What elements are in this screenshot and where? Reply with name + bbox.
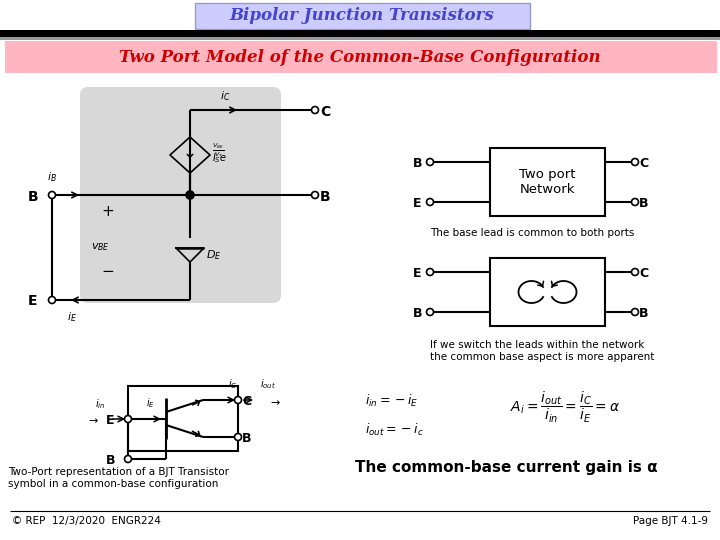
Text: B: B xyxy=(413,157,423,170)
Text: −: − xyxy=(102,265,114,280)
Circle shape xyxy=(631,159,639,165)
Text: $i_{out} = -i_c$: $i_{out} = -i_c$ xyxy=(365,422,424,438)
Text: E: E xyxy=(106,414,114,427)
Text: C: C xyxy=(320,105,330,119)
Circle shape xyxy=(631,308,639,315)
Text: C: C xyxy=(242,395,251,408)
Circle shape xyxy=(312,106,318,113)
Circle shape xyxy=(235,396,241,403)
Bar xyxy=(0,30,720,37)
FancyBboxPatch shape xyxy=(80,87,281,303)
Text: $D_E$: $D_E$ xyxy=(206,248,222,262)
Text: Two-Port representation of a BJT Transistor
symbol in a common-base configuratio: Two-Port representation of a BJT Transis… xyxy=(8,467,229,489)
Circle shape xyxy=(125,415,132,422)
Text: The base lead is common to both ports: The base lead is common to both ports xyxy=(430,228,634,238)
Circle shape xyxy=(186,191,194,199)
Text: Two Port Model of the Common-Base Configuration: Two Port Model of the Common-Base Config… xyxy=(120,49,600,65)
Text: If we switch the leads within the network
the common base aspect is more apparen: If we switch the leads within the networ… xyxy=(430,340,654,362)
Text: $i_B$: $i_B$ xyxy=(47,170,57,184)
FancyBboxPatch shape xyxy=(195,3,530,29)
Text: © REP  12/3/2020  ENGR224: © REP 12/3/2020 ENGR224 xyxy=(12,516,161,526)
Text: $\frac{V_{BE}}{V_T}$: $\frac{V_{BE}}{V_T}$ xyxy=(212,141,225,160)
Text: B: B xyxy=(106,454,115,467)
Text: Bipolar Junction Transistors: Bipolar Junction Transistors xyxy=(230,8,495,24)
Text: E: E xyxy=(413,267,421,280)
Text: $i_C$: $i_C$ xyxy=(220,89,230,103)
Text: $\rightarrow$: $\rightarrow$ xyxy=(268,397,281,407)
Text: C: C xyxy=(639,157,648,170)
Text: Page BJT 4.1-9: Page BJT 4.1-9 xyxy=(633,516,708,526)
Text: B: B xyxy=(28,190,39,204)
Circle shape xyxy=(426,199,433,206)
Circle shape xyxy=(631,199,639,206)
Text: E: E xyxy=(28,294,37,308)
Text: B: B xyxy=(320,190,330,204)
Text: $\rightarrow$: $\rightarrow$ xyxy=(86,415,99,425)
Bar xyxy=(0,37,720,40)
Text: B: B xyxy=(639,307,649,320)
Text: +: + xyxy=(102,205,114,219)
Text: $i_{in} = -i_E$: $i_{in} = -i_E$ xyxy=(365,393,418,409)
Bar xyxy=(490,148,605,216)
Circle shape xyxy=(426,268,433,275)
Bar xyxy=(490,258,605,326)
Text: B: B xyxy=(242,432,251,445)
Text: $i_{in}$: $i_{in}$ xyxy=(95,397,105,411)
Circle shape xyxy=(426,159,433,165)
Text: B: B xyxy=(413,307,423,320)
Circle shape xyxy=(312,192,318,199)
Text: Two port
Network: Two port Network xyxy=(519,168,576,196)
Text: $A_i = \dfrac{i_{out}}{i_{in}} = \dfrac{i_C}{i_E} = \alpha$: $A_i = \dfrac{i_{out}}{i_{in}} = \dfrac{… xyxy=(510,390,620,425)
Text: $i_E$: $i_E$ xyxy=(67,310,77,324)
Text: $v_{BE}$: $v_{BE}$ xyxy=(91,241,109,253)
Text: B: B xyxy=(639,197,649,210)
Circle shape xyxy=(125,456,132,462)
Text: $i_{out}$: $i_{out}$ xyxy=(260,377,276,391)
Bar xyxy=(128,386,238,451)
Circle shape xyxy=(235,434,241,441)
Circle shape xyxy=(631,268,639,275)
Text: The common-base current gain is α: The common-base current gain is α xyxy=(355,460,657,475)
Text: E: E xyxy=(413,197,421,210)
Circle shape xyxy=(48,296,55,303)
Circle shape xyxy=(426,308,433,315)
Text: $I_S e$: $I_S e$ xyxy=(212,151,227,165)
Bar xyxy=(5,41,717,73)
Text: C: C xyxy=(639,267,648,280)
Circle shape xyxy=(48,192,55,199)
Text: $i_E$: $i_E$ xyxy=(145,396,155,410)
Text: $i_C$: $i_C$ xyxy=(228,377,238,391)
